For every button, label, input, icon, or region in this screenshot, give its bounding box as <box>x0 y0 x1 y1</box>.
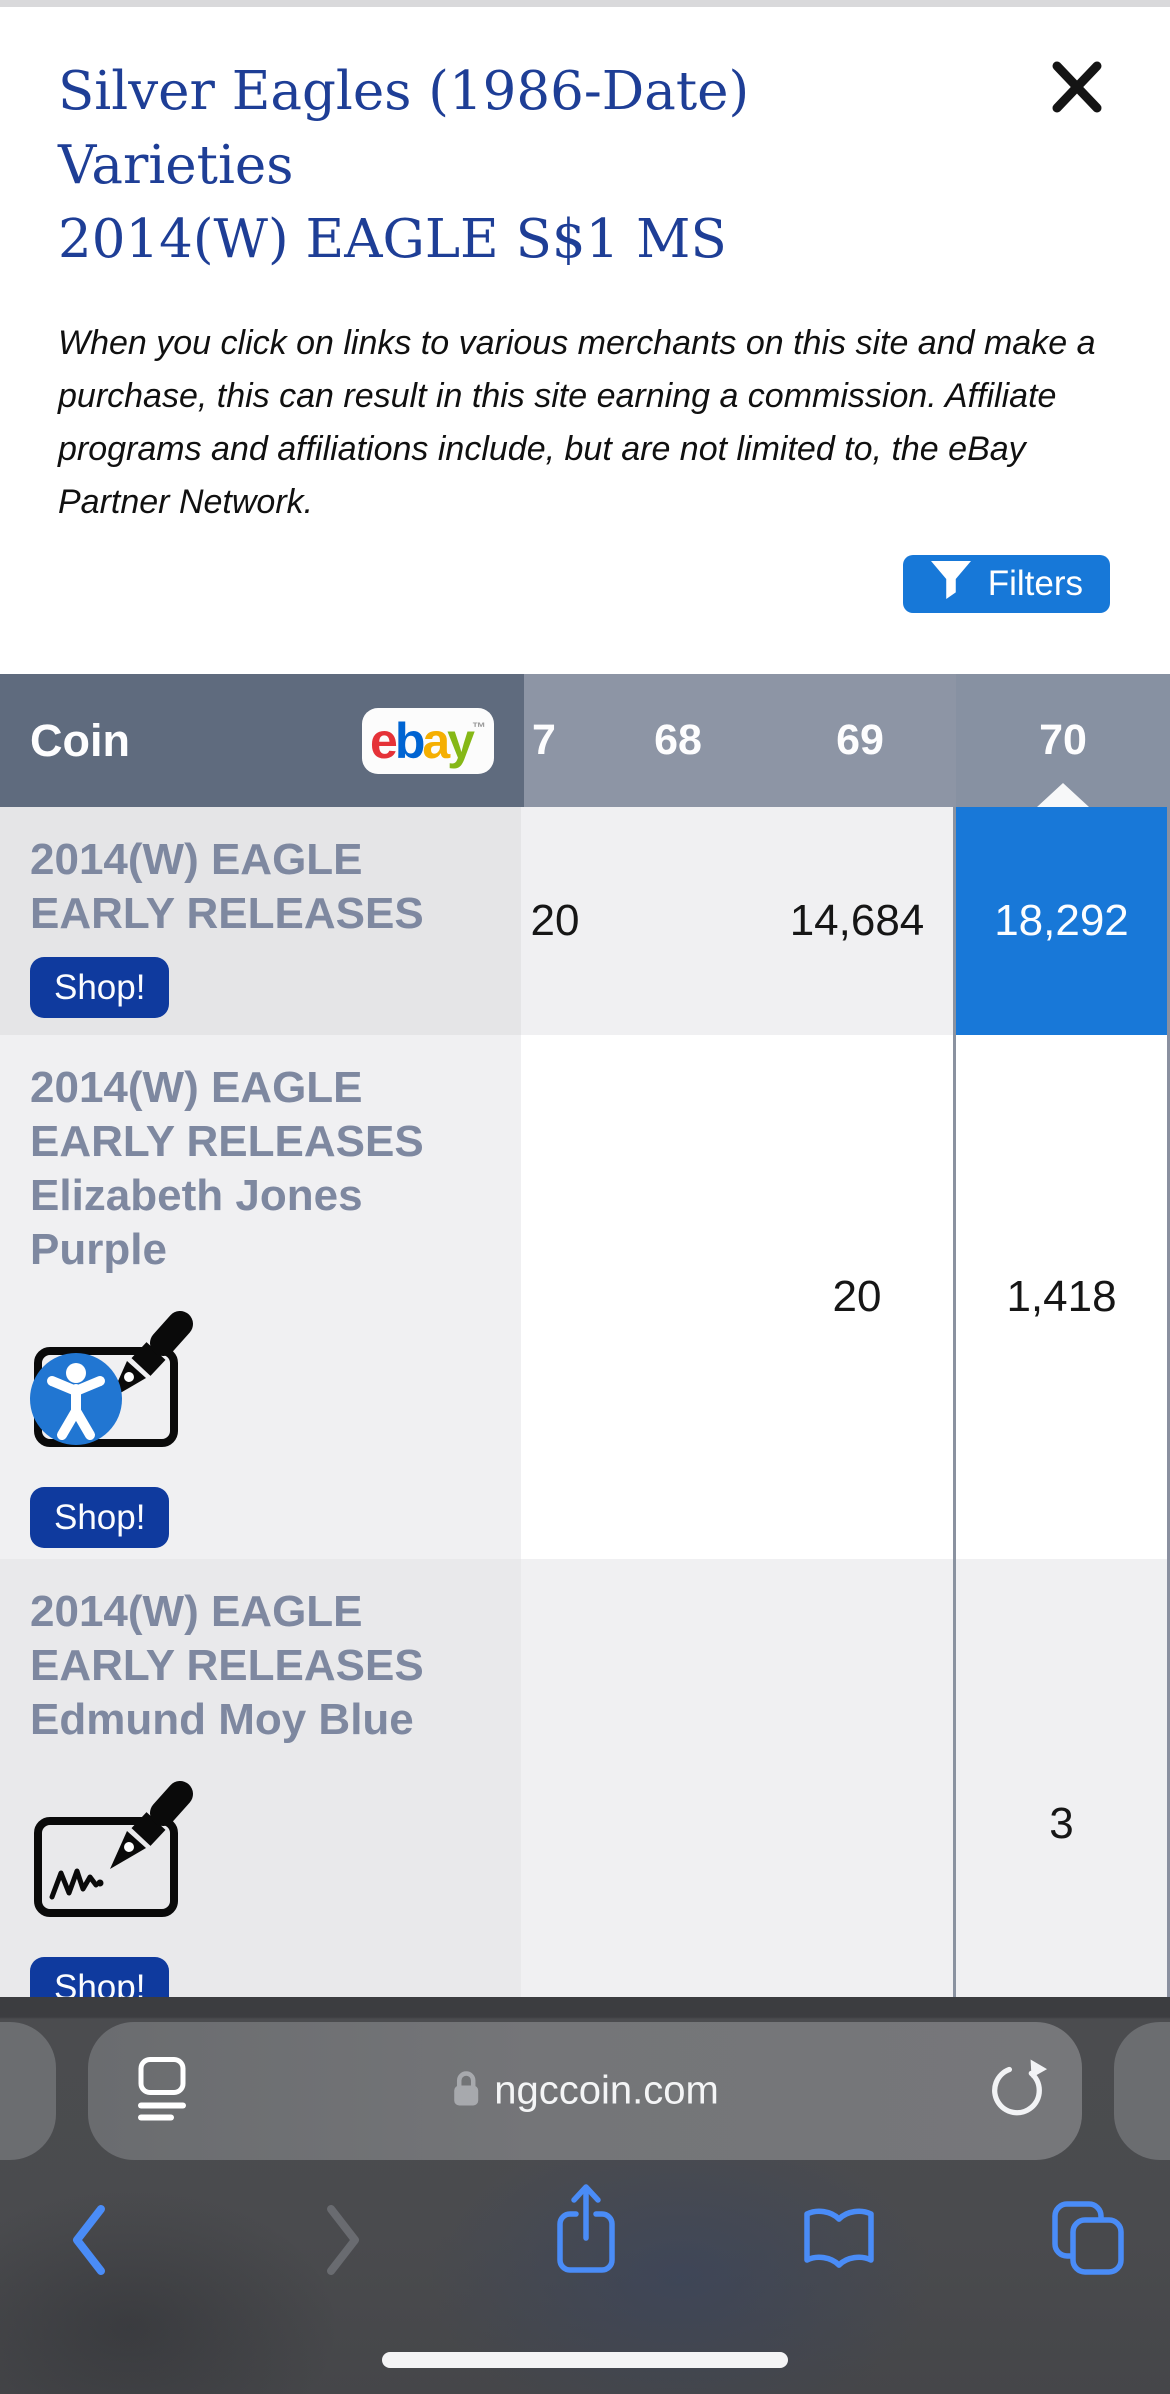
ebay-letter-a: a <box>422 712 450 769</box>
tabs-button[interactable] <box>1052 2201 1124 2278</box>
forward-button[interactable] <box>324 2203 362 2280</box>
previous-tab-preview[interactable] <box>0 2022 56 2160</box>
share-button[interactable] <box>554 2180 618 2279</box>
value-cell-69: 20 <box>832 1272 882 1321</box>
table-header: Coin e b a y ™ 7 68 69 70 <box>0 674 1170 807</box>
coin-column-label: Coin <box>30 714 130 766</box>
shop-button[interactable]: Shop! <box>30 957 170 1018</box>
label-icons <box>30 1751 210 1919</box>
coin-cell: 2014(W) EAGLE EARLY RELEASES Shop! <box>0 807 521 1035</box>
grade-column-header-69[interactable]: 69 <box>836 716 884 764</box>
value-cell-68 <box>589 1035 761 1559</box>
filters-button[interactable]: Filters <box>902 555 1110 613</box>
tabs-icon <box>1052 2201 1124 2278</box>
page-title: Silver Eagles (1986-Date) Varieties 2014… <box>58 55 818 277</box>
label-icons <box>30 1281 210 1449</box>
census-table: Coin e b a y ™ 7 68 69 70 2014(W) EAGLE EARL… <box>0 674 1170 2089</box>
signature-label-icon <box>30 1781 198 1923</box>
coin-name-link[interactable]: 2014(W) EAGLE EARLY RELEASES <box>30 835 424 938</box>
ebay-trademark: ™ <box>471 718 486 735</box>
close-icon <box>1047 61 1107 122</box>
reload-icon[interactable] <box>986 2058 1048 2125</box>
close-button[interactable] <box>1047 55 1107 119</box>
coin-cell: 2014(W) EAGLE EARLY RELEASES Elizabeth J… <box>0 1035 521 1559</box>
grade-column-header-70[interactable]: 70 <box>956 674 1170 807</box>
coin-name-link[interactable]: 2014(W) EAGLE EARLY RELEASES Elizabeth J… <box>30 1063 424 1274</box>
ebay-letter-e: e <box>370 712 398 769</box>
value-cell-67: 20 <box>530 896 580 945</box>
grade-values: 20 1,418 <box>521 1035 1170 1559</box>
value-cell-68 <box>589 807 761 1035</box>
home-indicator[interactable] <box>382 2352 788 2368</box>
page-title-line1: Silver Eagles (1986-Date) Varieties <box>58 61 750 196</box>
grade-values: 20 14,684 18,292 <box>521 807 1170 1035</box>
sort-ascending-indicator <box>1037 783 1089 807</box>
share-icon <box>554 2184 618 2279</box>
page-format-icon[interactable] <box>138 2057 186 2126</box>
url-text: ngccoin.com <box>494 2068 719 2113</box>
next-tab-preview[interactable] <box>1114 2022 1170 2160</box>
value-cell-67 <box>521 1035 589 1559</box>
accessibility-icon <box>30 1353 122 1445</box>
filter-funnel-icon <box>930 560 972 609</box>
value-cell-70: 3 <box>953 1559 1167 2089</box>
coin-column-header: Coin e b a y ™ <box>0 674 524 807</box>
forward-icon <box>324 2205 362 2280</box>
affiliate-disclaimer: When you click on links to various merch… <box>58 324 1096 521</box>
filters-row: Filters <box>0 555 1110 613</box>
page-title-line2: 2014(W) EAGLE S$1 MS <box>58 209 727 270</box>
filters-button-label: Filters <box>987 564 1083 603</box>
grade-column-header-67[interactable]: 7 <box>532 716 556 764</box>
bookmarks-button[interactable] <box>801 2203 877 2276</box>
table-row: 2014(W) EAGLE EARLY RELEASES Elizabeth J… <box>0 1035 1170 1559</box>
safari-toolbar: ngccoin.com <box>0 1997 1170 2394</box>
bookmarks-icon <box>801 2208 877 2276</box>
grade-columns-header: 7 68 69 70 <box>524 674 1170 807</box>
value-cell-70-highlighted: 18,292 <box>953 807 1167 1035</box>
back-icon <box>70 2205 108 2280</box>
grade-column-header-68[interactable]: 68 <box>654 716 702 764</box>
shop-button[interactable]: Shop! <box>30 1487 170 1548</box>
url-group: ngccoin.com <box>451 2069 719 2114</box>
lock-icon <box>451 2069 481 2114</box>
address-bar[interactable]: ngccoin.com <box>88 2022 1082 2160</box>
value-cell-69: 14,684 <box>789 896 925 945</box>
ebay-logo[interactable]: e b a y ™ <box>362 707 494 774</box>
back-button[interactable] <box>70 2203 108 2280</box>
ebay-letter-b: b <box>394 712 425 769</box>
value-cell-70: 1,418 <box>953 1035 1167 1559</box>
table-row: 2014(W) EAGLE EARLY RELEASES Shop! 20 14… <box>0 807 1170 1035</box>
ebay-letter-y: y <box>447 712 475 769</box>
top-edge-strip <box>0 0 1170 7</box>
coin-name-link[interactable]: 2014(W) EAGLE EARLY RELEASES Edmund Moy … <box>30 1587 424 1744</box>
